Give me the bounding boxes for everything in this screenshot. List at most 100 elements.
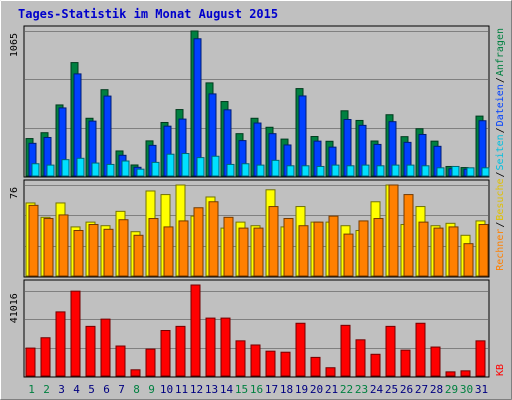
legend-anfragen: Anfragen: [495, 28, 506, 76]
legend-seiten: Seiten: [495, 134, 506, 170]
bar-seiten-day-24: seiten 24: 75: [376, 165, 385, 177]
bar-dateien-day-12: dateien 12: 1008: [193, 38, 202, 177]
bar-kb-day-24: kb 24: 10500: [370, 353, 381, 377]
series-rechner: rechner 1: 59 rechner 2: 48 rechner 3: 51 r…: [28, 184, 489, 277]
bar-rechner-day-13: rechner 13: 62: [208, 201, 219, 277]
bar-seiten-day-15: seiten 15: 90: [241, 163, 250, 177]
x-tick-label: 11: [175, 383, 188, 396]
bar-rechner-day-9: rechner 9: 48: [148, 218, 159, 277]
bar-kb-day-19: kb 19: 25500: [295, 322, 306, 377]
bar-kb-day-13: kb 13: 28000: [205, 317, 216, 377]
bar-seiten-day-9: seiten 9: 100: [151, 161, 160, 177]
legend-rechner: Rechner: [495, 229, 506, 271]
x-tick-label: 3: [58, 383, 65, 396]
bar-seiten-day-26: seiten 26: 80: [406, 164, 415, 177]
bar-seiten-day-23: seiten 23: 80: [361, 164, 370, 177]
bar-seiten-day-28: seiten 28: 60: [436, 167, 445, 177]
legend-kb: KB: [495, 364, 506, 376]
bar-rechner-day-22: rechner 22: 35: [343, 233, 354, 277]
bar-rechner-day-14: rechner 14: 49: [223, 216, 234, 277]
bar-seiten-day-30: seiten 30: 60: [466, 167, 475, 177]
x-tick-label: 10: [160, 383, 173, 396]
series-kb: kb 1: 13500 kb 2: 18500 kb 3: 31000 kb 4: 4…: [25, 284, 486, 377]
bar-rechner-day-24: rechner 24: 48: [373, 218, 384, 277]
chart-title: Tages-Statistik im Monat August 2015: [18, 7, 278, 21]
x-tick-label: 31: [475, 383, 488, 396]
x-tick-label: 25: [385, 383, 398, 396]
x-tick-label: 27: [415, 383, 428, 396]
x-tick-label: 20: [310, 383, 323, 396]
bar-kb-day-11: kb 11: 24000: [175, 325, 186, 377]
x-tick-label: 19: [295, 383, 308, 396]
x-tick-label: 7: [118, 383, 125, 396]
bar-rechner-day-28: rechner 28: 40: [433, 227, 444, 277]
legend-separator: /: [495, 77, 506, 83]
bar-kb-day-4: kb 4: 41016: [70, 290, 81, 377]
x-tick-label: 28: [430, 383, 443, 396]
bar-kb-day-8: kb 8: 3000: [130, 369, 141, 377]
panel-1: 1065anfragen 1: 275anfragen 2: 318anfrag…: [9, 25, 490, 178]
bar-seiten-day-16: seiten 16: 80: [256, 164, 265, 177]
bar-rechner-day-16: rechner 16: 40: [253, 227, 264, 277]
bar-kb-day-29: kb 29: 2000: [445, 371, 456, 377]
bar-seiten-day-12: seiten 12: 135: [196, 157, 205, 177]
bar-rechner-day-17: rechner 17: 58: [268, 206, 279, 277]
bar-seiten-day-29: seiten 29: 70: [451, 165, 460, 177]
bar-rechner-day-25: rechner 25: 76: [388, 184, 399, 277]
x-tick-label: 8: [133, 383, 140, 396]
x-tick-label: 2: [43, 383, 50, 396]
bar-seiten-day-6: seiten 6: 85: [106, 163, 115, 177]
bar-kb-day-12: kb 12: 50000: [190, 284, 201, 377]
bar-seiten-day-7: seiten 7: 110: [121, 160, 130, 177]
bar-rechner-day-3: rechner 3: 51: [58, 214, 69, 277]
bar-seiten-day-4: seiten 4: 130: [76, 157, 85, 177]
legend-separator: /: [495, 171, 506, 177]
bar-kb-day-23: kb 23: 17500: [355, 339, 366, 377]
bar-rechner-day-10: rechner 10: 41: [163, 226, 174, 277]
x-tick-label: 6: [103, 383, 110, 396]
bar-kb-day-18: kb 18: 11500: [280, 351, 291, 377]
right-legend: Anfragen/Dateien/Seiten/Besuche/RechnerK…: [495, 28, 506, 376]
bar-seiten-day-14: seiten 14: 85: [226, 163, 235, 177]
bar-seiten-day-17: seiten 17: 115: [271, 159, 280, 177]
bar-seiten-day-31: seiten 31: 60: [481, 167, 490, 177]
bar-kb-day-26: kb 26: 12500: [400, 349, 411, 377]
bar-seiten-day-8: seiten 8: 50: [136, 168, 145, 177]
bar-kb-day-16: kb 16: 15000: [250, 344, 261, 377]
bar-kb-day-31: kb 31: 17000: [475, 340, 486, 377]
y-max-label: 76: [9, 187, 20, 199]
bar-kb-day-30: kb 30: 2500: [460, 370, 471, 377]
bar-rechner-day-15: rechner 15: 40: [238, 227, 249, 277]
panel-2: 76besuche 1: 61besuche 2: 49besuche 3: 6…: [9, 179, 490, 278]
x-tick-label: 21: [325, 383, 338, 396]
bar-kb-day-14: kb 14: 28000: [220, 317, 231, 377]
x-tick-label: 9: [148, 383, 155, 396]
bar-rechner-day-27: rechner 27: 45: [418, 221, 429, 277]
x-tick-label: 22: [340, 383, 353, 396]
bar-kb-day-22: kb 22: 24500: [340, 324, 351, 377]
bar-dateien-day-19: dateien 19: 588: [298, 95, 307, 177]
bar-kb-day-20: kb 20: 9000: [310, 356, 321, 377]
bar-seiten-day-5: seiten 5: 95: [91, 162, 100, 177]
panel-3: 41016kb 1: 13500kb 2: 18500kb 3: 31000kb…: [9, 279, 490, 378]
legend-dateien: Dateien: [495, 84, 506, 126]
series-seiten: seiten 1: 90 seiten 2: 80 seiten 3: 120 sei…: [31, 153, 490, 177]
bar-rechner-day-8: rechner 8: 34: [133, 234, 144, 277]
bar-rechner-day-1: rechner 1: 59: [28, 204, 39, 277]
bar-rechner-day-21: rechner 21: 50: [328, 215, 339, 277]
chart-panels: 1065anfragen 1: 275anfragen 2: 318anfrag…: [9, 25, 490, 378]
bar-rechner-day-5: rechner 5: 43: [88, 224, 99, 277]
x-tick-label: 5: [88, 383, 95, 396]
bar-kb-day-3: kb 3: 31000: [55, 311, 66, 377]
x-tick-label: 26: [400, 383, 413, 396]
bar-kb-day-1: kb 1: 13500: [25, 347, 36, 377]
y-max-label: 1065: [9, 33, 20, 57]
x-tick-label: 29: [445, 383, 458, 396]
bar-rechner-day-7: rechner 7: 47: [118, 219, 129, 277]
x-tick-label: 30: [460, 383, 473, 396]
x-tick-label: 23: [355, 383, 368, 396]
bar-rechner-day-26: rechner 26: 68: [403, 194, 414, 277]
legend-separator: /: [495, 127, 506, 133]
bar-rechner-day-30: rechner 30: 27: [463, 243, 474, 277]
